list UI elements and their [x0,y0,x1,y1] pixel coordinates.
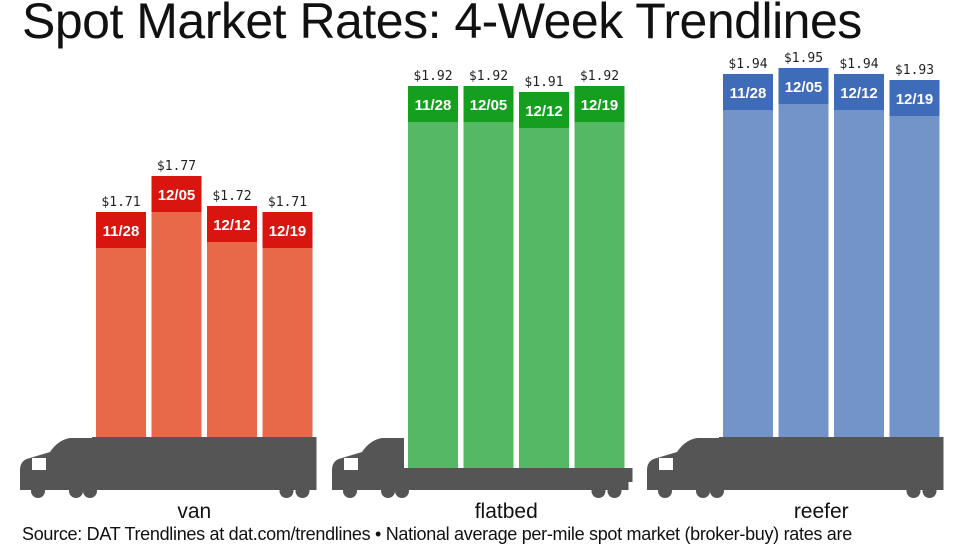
date-label: 12/05 [470,97,508,114]
bar-van-11/28 [96,212,146,437]
category-label-reefer: reefer [794,500,849,523]
category-label-flatbed: flatbed [475,500,538,523]
date-label: 12/05 [785,79,823,96]
date-label: 11/28 [415,97,452,114]
truck-wheel-icon [591,484,606,498]
bar-header-van [207,206,257,242]
truck-trailer-icon [92,437,317,487]
truck-wheel-icon [710,484,724,498]
truck-wheel-icon [906,484,921,498]
truck-chassis-icon [647,482,944,490]
truck-wheel-icon [83,484,97,498]
bar-reefer-11/28 [723,74,773,437]
value-label: $1.95 [784,51,823,66]
chart-title: Spot Market Rates: 4-Week Trendlines [22,0,862,49]
truck-window-icon [344,458,358,470]
value-label: $1.71 [268,195,307,210]
date-label: 12/12 [525,103,563,120]
bar-reefer-12/05 [778,68,829,437]
value-label: $1.92 [580,69,619,84]
truck-cab-icon [332,438,404,490]
value-label: $1.94 [839,57,878,72]
truck-wheel-icon [31,484,45,498]
bar-van-12/05 [151,176,202,437]
bar-flatbed-11/28 [408,86,458,468]
bar-header-flatbed [574,86,625,122]
bar-header-reefer [723,74,773,110]
date-label: 11/28 [730,85,767,102]
bar-van-12/12 [207,206,257,437]
truck-wheel-icon [381,484,395,498]
truck-wheel-icon [395,484,409,498]
bar-header-van [262,212,313,248]
truck-wheel-icon [607,484,622,498]
truck-wheel-icon [295,484,310,498]
truck-cab-icon [647,438,719,490]
truck-window-icon [32,458,46,470]
bar-header-flatbed [519,92,569,128]
bar-reefer-12/19 [889,80,940,437]
truck-wheel-icon [343,484,357,498]
truck-chassis-icon [332,482,629,490]
date-label: 12/19 [269,223,307,240]
value-label: $1.94 [728,57,767,72]
truck-flatbed-icon [400,468,633,482]
value-label: $1.92 [413,69,452,84]
bar-flatbed-12/19 [574,86,625,468]
value-label: $1.72 [212,189,251,204]
truck-wheel-icon [279,484,294,498]
value-label: $1.92 [469,69,508,84]
truck-wheel-icon [69,484,83,498]
category-label-van: van [177,500,211,523]
value-label: $1.77 [157,159,196,174]
value-label: $1.93 [895,63,934,78]
bar-flatbed-12/12 [519,92,569,468]
date-label: 12/12 [840,85,878,102]
bar-van-12/19 [262,212,313,437]
truck-window-icon [659,458,673,470]
bar-header-reefer [778,68,829,104]
bar-header-flatbed [463,86,514,122]
bar-reefer-12/12 [834,74,884,437]
truck-cab-icon [20,438,92,490]
value-label: $1.91 [524,75,563,90]
date-label: 12/12 [213,217,251,234]
truck-wheel-icon [922,484,937,498]
bar-header-reefer [834,74,884,110]
bar-header-flatbed [408,86,458,122]
date-label: 12/19 [896,91,934,108]
truck-trailer-icon [719,437,944,487]
bar-header-van [151,176,202,212]
date-label: 12/19 [581,97,619,114]
date-label: 11/28 [103,223,140,240]
bar-flatbed-12/05 [463,86,514,468]
bar-header-reefer [889,80,940,116]
truck-wheel-icon [658,484,672,498]
value-label: $1.71 [101,195,140,210]
truck-wheel-icon [696,484,710,498]
bar-header-van [96,212,146,248]
source-note: Source: DAT Trendlines at dat.com/trendl… [22,524,852,544]
truck-chassis-icon [20,482,317,490]
date-label: 12/05 [158,187,196,204]
